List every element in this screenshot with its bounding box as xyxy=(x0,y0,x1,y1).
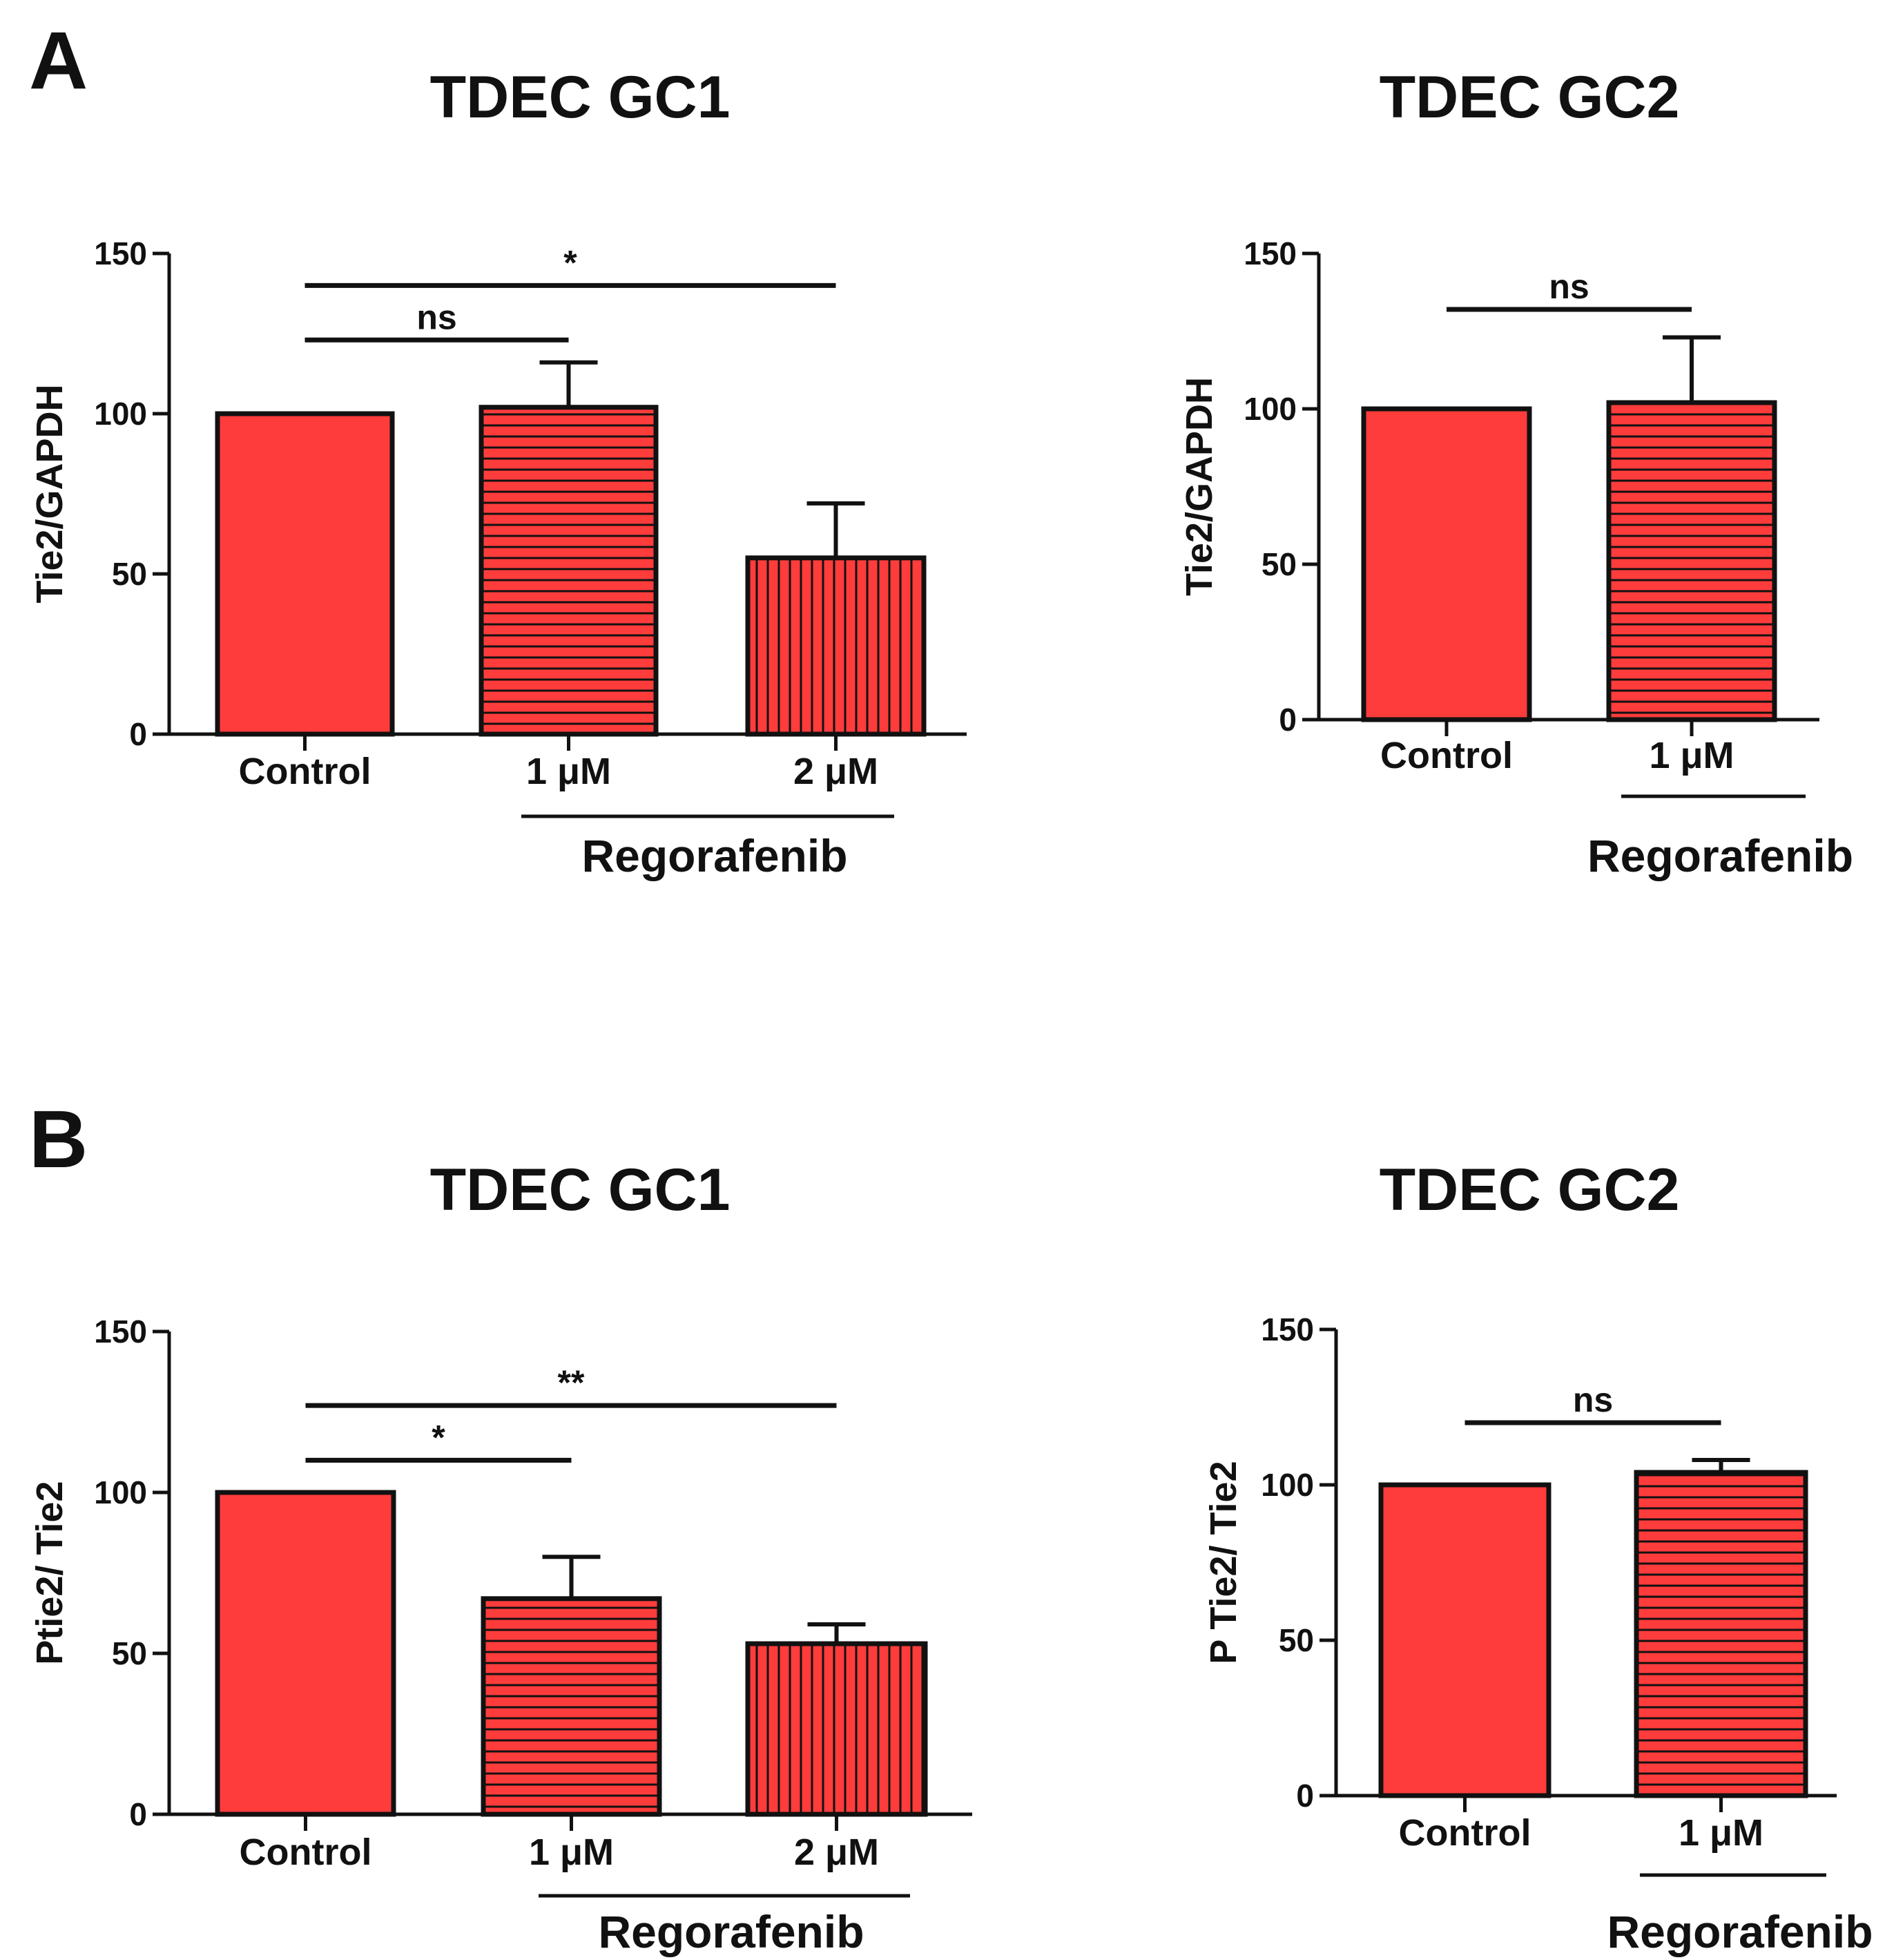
chart-title: TDEC GC1 xyxy=(430,1157,731,1223)
group-label: Regorafenib xyxy=(598,1906,864,1957)
chart-title: TDEC GC2 xyxy=(1380,1157,1680,1223)
y-tick-label: 50 xyxy=(112,1635,147,1671)
bar-1 xyxy=(1606,400,1777,722)
significance-label: ** xyxy=(558,1363,585,1402)
category-label: 1 μM xyxy=(526,751,611,792)
category-label: Control xyxy=(1380,735,1513,776)
significance-label: ns xyxy=(1573,1381,1613,1419)
y-tick-label: 0 xyxy=(1279,702,1297,738)
y-tick-label: 0 xyxy=(1296,1778,1314,1814)
y-tick-label: 100 xyxy=(1261,1467,1314,1503)
chart-a-gc2: TDEC GC2 0 50 100 150 Tie2/GAPDH Control 1 μM Re… xyxy=(1179,64,1853,881)
chart-b-gc2: TDEC GC2 0 50 100 150 P Tie2/ Tie2 Control 1 μM… xyxy=(1203,1157,1873,1957)
category-label: 1 μM xyxy=(529,1832,614,1873)
y-tick-label: 0 xyxy=(129,716,147,752)
panel-label-a: A xyxy=(29,15,88,106)
group-label: Regorafenib xyxy=(1587,830,1853,881)
category-label: Control xyxy=(239,751,371,792)
category-label: 1 μM xyxy=(1679,1812,1763,1854)
bar-2 xyxy=(745,1641,928,1817)
category-label: 1 μM xyxy=(1649,735,1734,776)
y-tick-label: 100 xyxy=(1244,391,1297,427)
bar-1 xyxy=(478,405,659,737)
y-tick-label: 150 xyxy=(1261,1312,1314,1347)
significance-label: * xyxy=(563,243,577,282)
category-label: 2 μM xyxy=(794,1832,879,1873)
y-tick-label: 100 xyxy=(94,396,147,432)
y-axis-label: Ptie2/ Tie2 xyxy=(29,1481,70,1664)
y-tick-label: 50 xyxy=(1279,1622,1314,1658)
y-tick-label: 100 xyxy=(94,1474,147,1510)
bar-1 xyxy=(1634,1470,1808,1798)
group-label: Regorafenib xyxy=(1607,1906,1873,1957)
chart-a-gc1: TDEC GC1 0 50 100 150 Tie2/GAPDH Control 1 μM 2 … xyxy=(29,64,967,881)
y-tick-label: 50 xyxy=(1262,546,1297,582)
bar-0 xyxy=(215,411,395,737)
y-axis-label: Tie2/GAPDH xyxy=(1179,377,1220,596)
y-axis-label: P Tie2/ Tie2 xyxy=(1203,1461,1244,1664)
y-tick-label: 150 xyxy=(1244,236,1297,271)
y-tick-label: 150 xyxy=(94,236,147,271)
significance-label: * xyxy=(432,1418,445,1457)
category-label: Control xyxy=(240,1832,372,1873)
bar-0 xyxy=(215,1490,396,1817)
category-label: Control xyxy=(1399,1812,1531,1854)
y-tick-label: 0 xyxy=(129,1796,147,1832)
significance-label: ns xyxy=(416,298,456,336)
bar-0 xyxy=(1361,406,1532,722)
category-label: 2 μM xyxy=(793,751,878,792)
chart-b-gc1: TDEC GC1 0 50 100 150 Ptie2/ Tie2 Control 1 μM 2… xyxy=(29,1157,972,1957)
y-tick-label: 50 xyxy=(112,556,147,592)
bar-0 xyxy=(1378,1482,1552,1798)
y-axis-label: Tie2/GAPDH xyxy=(29,384,70,603)
chart-title: TDEC GC2 xyxy=(1380,64,1680,131)
bar-1 xyxy=(481,1596,662,1817)
bar-2 xyxy=(745,555,927,737)
chart-title: TDEC GC1 xyxy=(430,64,731,131)
panel-label-b: B xyxy=(29,1094,88,1185)
group-label: Regorafenib xyxy=(581,830,847,881)
y-tick-label: 150 xyxy=(94,1314,147,1349)
significance-label: ns xyxy=(1549,267,1589,306)
